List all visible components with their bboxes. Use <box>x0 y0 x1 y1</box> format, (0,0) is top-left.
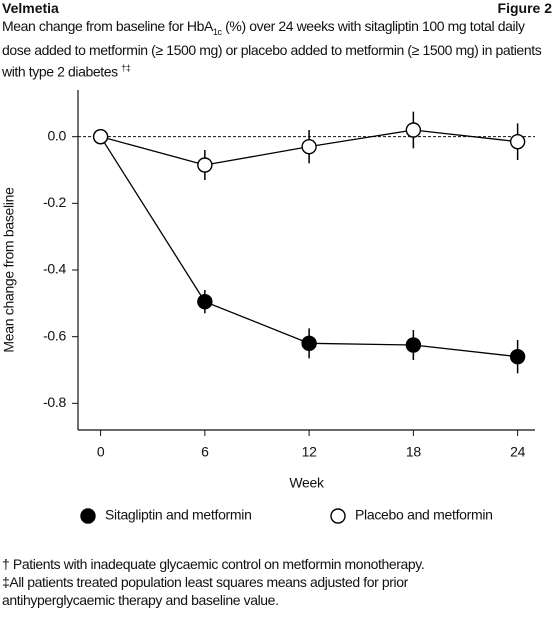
footnote: ‡All patients treated population least s… <box>2 574 408 608</box>
legend-label: Sitagliptin and metformin <box>105 507 252 523</box>
x-tick-label: 0 <box>97 444 105 460</box>
header: Velmetia Figure 2 <box>2 0 552 16</box>
x-tick-label: 24 <box>510 444 525 460</box>
legend-label: Placebo and metformin <box>355 507 493 523</box>
y-tick-label: -0.6 <box>43 327 66 343</box>
legend-marker <box>330 508 346 524</box>
marker <box>197 293 213 310</box>
marker <box>405 122 422 138</box>
marker <box>92 128 109 145</box>
title-superscript: †‡ <box>121 62 131 73</box>
title-text: (%) over 24 weeks with sitagliptin 100 m… <box>2 18 542 80</box>
legend-marker <box>80 508 96 524</box>
x-tick-label: 6 <box>201 444 209 460</box>
y-tick-label: -0.8 <box>43 394 66 410</box>
series-line <box>100 136 518 358</box>
marker <box>405 337 422 353</box>
marker <box>301 138 317 155</box>
title-subscript: 1c <box>212 26 222 37</box>
x-tick-label: 18 <box>406 444 421 460</box>
marker <box>509 348 526 365</box>
brand: Velmetia <box>2 0 59 16</box>
title-text: Mean change from baseline for HbA <box>2 18 213 34</box>
y-tick-label: 0.0 <box>47 127 66 143</box>
y-tick-label: -0.4 <box>43 261 66 277</box>
marker <box>197 157 213 173</box>
x-axis-label: Week <box>289 475 325 491</box>
y-tick-label: -0.2 <box>43 194 66 210</box>
chart-title: Mean change from baseline for HbA1c (%) … <box>2 17 542 80</box>
footnote: † Patients with inadequate glycaemic con… <box>2 556 425 572</box>
y-axis-label: Mean change from baseline <box>1 187 17 353</box>
x-tick-label: 12 <box>302 444 317 460</box>
marker <box>509 133 526 150</box>
figure-label: Figure 2 <box>497 0 552 16</box>
marker <box>301 335 317 352</box>
